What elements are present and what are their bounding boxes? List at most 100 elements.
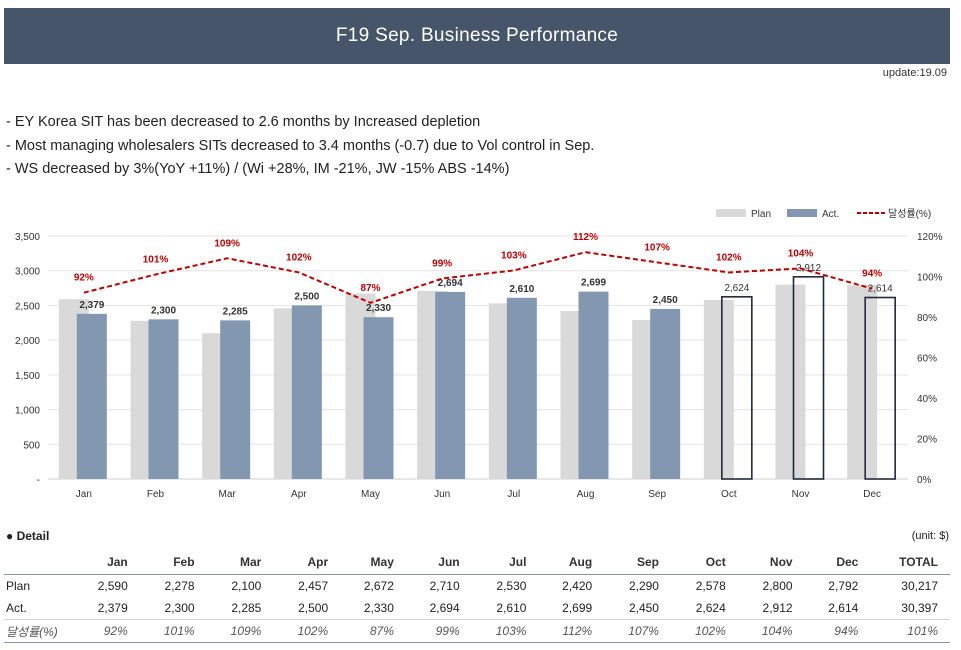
header-cell: May [340,550,406,575]
act-bar [650,308,681,479]
row-label: Act. [6,601,27,615]
table-cell: 2,792 [828,579,859,593]
table-cell: 2,694 [429,601,460,615]
header-cell: Mar [206,550,274,575]
table-cell: 30,217 [901,579,938,593]
table-cell: 2,710 [429,579,460,593]
act-bar [435,291,466,479]
table-cell: 2,290 [628,579,659,593]
act-value-label: 2,379 [79,300,104,311]
y2-tick-label: 80% [917,313,937,324]
act-value-label: 2,610 [509,284,534,295]
x-tick-label: Apr [291,489,307,500]
y-tick-label: 3,500 [15,232,40,243]
header-cell: Nov [737,550,805,575]
act-bar [148,319,179,479]
x-tick-label: Nov [792,489,810,500]
table-cell: 2,610 [496,601,527,615]
unit-label: (unit: $) [911,530,949,542]
x-tick-label: Aug [577,489,595,500]
table-cell: 107% [604,619,671,643]
act-value-label: 2,285 [223,306,248,317]
x-tick-label: Feb [147,489,165,500]
y-tick-label: 2,500 [15,301,40,312]
table-row: 달성률(%) 92% 101% 109% 102% 87% 99% 103% 112% 107% 1… [4,619,950,643]
table-cell: 2,590 [97,579,128,593]
act-value-label: 2,450 [653,295,678,306]
detail-title-text: Detail [16,529,50,543]
table-cell: 2,578 [695,579,726,593]
table-cell: 112% [538,619,605,643]
y2-tick-label: 120% [917,232,943,243]
detail-table: Jan Feb Mar Apr May Jun Jul Aug Sep Oct … [4,550,950,643]
header-cell: Jul [471,550,539,575]
act-value-label: 2,694 [438,278,463,289]
act-bar [220,320,251,479]
header-cell: Feb [139,550,207,575]
table-cell: 2,530 [496,579,527,593]
act-value-label: 2,699 [581,278,606,289]
table-cell: 104% [737,619,805,643]
table-cell: 2,500 [298,601,329,615]
legend-label-rate: 달성률(%) [888,208,931,220]
x-tick-label: Jan [76,489,92,500]
act-value-label: 2,624 [724,283,749,294]
header-cell: Dec [804,550,871,575]
rate-value-label: 101% [143,254,169,265]
table-cell: 2,699 [562,601,593,615]
act-bar [363,317,394,479]
table-cell: 92% [74,619,140,643]
legend-swatch-act [787,209,817,217]
table-header-row: Jan Feb Mar Apr May Jun Jul Aug Sep Oct … [4,550,950,575]
act-bar-forecast [792,276,825,480]
y-tick-label: 2,000 [15,336,40,347]
act-bar [76,313,107,479]
rate-value-label: 103% [501,250,527,261]
table-cell: 2,457 [298,579,329,593]
act-value-label: 2,614 [868,284,893,295]
table-cell: 30,397 [901,601,938,615]
act-bar [506,297,537,479]
table-cell: 94% [804,619,871,643]
y2-tick-label: 60% [917,354,937,365]
row-label: 달성률(%) [4,619,74,643]
legend-swatch-plan [716,209,746,217]
y-tick-label: 3,000 [15,267,40,278]
table-cell: 2,800 [762,579,793,593]
bullet-item: - WS decreased by 3%(YoY +11%) / (Wi +28… [6,161,510,177]
table-cell: 2,100 [231,579,262,593]
y-tick-label: 1,000 [15,406,40,417]
table-cell: 102% [273,619,341,643]
x-tick-label: Dec [863,489,881,500]
act-bar [291,305,322,479]
rate-line [83,251,873,304]
y2-tick-label: 20% [917,435,937,446]
rate-value-label: 102% [716,252,742,263]
page-title: F19 Sep. Business Performance [335,25,619,46]
rate-value-label: 112% [573,232,598,243]
table-cell: 87% [340,619,406,643]
rate-value-label: 87% [360,283,380,294]
table-cell: 2,285 [231,601,262,615]
update-date: update:19.09 [882,67,947,79]
header-cell: Oct [670,550,738,575]
table-cell: 2,912 [762,601,793,615]
table-row: Plan 2,590 2,278 2,100 2,457 2,672 2,710 2,530 2… [4,575,950,598]
table-cell: 2,300 [164,601,195,615]
table-cell: 2,624 [695,601,726,615]
y2-tick-label: 40% [917,394,937,405]
header-cell: Aug [538,550,605,575]
legend-label-act: Act. [822,209,839,220]
performance-chart: - 500 1,000 1,500 2,000 2,500 3,000 3,500 0% 20% 4… [15,208,943,500]
legend-label-plan: Plan [751,209,771,220]
act-value-label: 2,300 [151,305,176,316]
x-tick-label: Mar [219,489,237,500]
table-cell: 2,379 [97,601,128,615]
act-bar-forecast [721,296,753,480]
y2-tick-label: 100% [917,273,943,284]
header-cell: Sep [604,550,671,575]
table-cell: 2,420 [562,579,593,593]
x-tick-label: Sep [648,489,666,500]
header-cell [4,550,74,575]
plan-bar [847,285,878,479]
